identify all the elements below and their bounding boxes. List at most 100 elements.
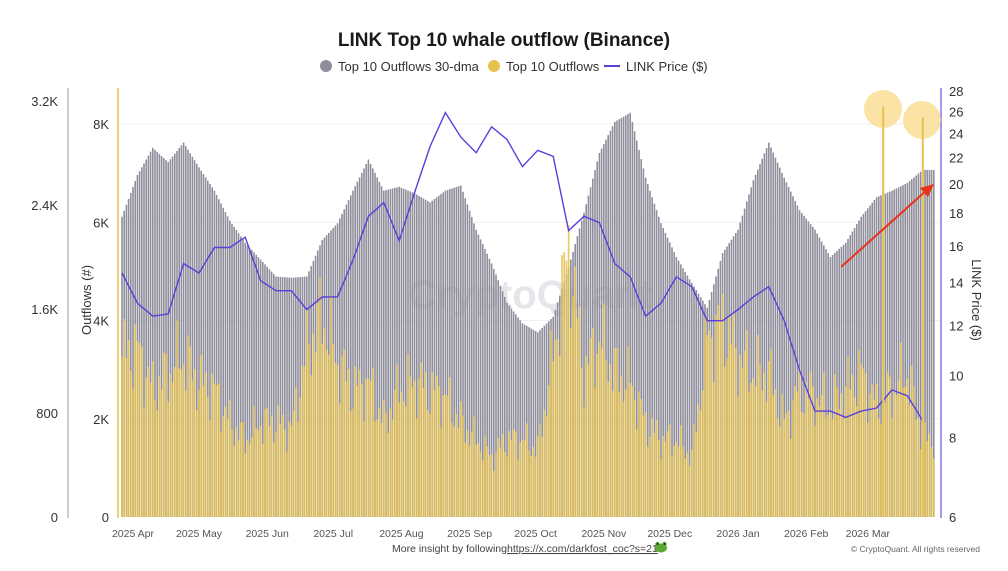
bar-30dma: [130, 192, 132, 517]
legend-item-price[interactable]: LINK Price ($): [604, 59, 708, 74]
bar-30dma: [424, 199, 427, 518]
bar-outflows: [424, 371, 427, 517]
bar-30dma: [772, 152, 774, 517]
bar-30dma: [629, 112, 631, 517]
bar-30dma: [235, 230, 238, 518]
bar-30dma: [292, 277, 295, 517]
left-y-tick-label: 8K: [93, 117, 109, 132]
bar-outflows: [154, 400, 156, 517]
bar-outflows: [200, 355, 202, 517]
bar-outflows: [237, 440, 240, 517]
bar-outflows: [455, 414, 458, 517]
bar-outflows: [402, 401, 405, 517]
bar-30dma: [611, 126, 614, 517]
bar-outflows: [438, 385, 440, 517]
outer-y-axis-ticks: 0 800 1.6K 2.4K 3.2K: [31, 94, 58, 525]
bar-30dma: [198, 167, 200, 518]
bar-30dma: [787, 186, 790, 517]
bar-30dma: [528, 327, 530, 517]
bar-30dma: [191, 156, 194, 517]
bar-outflows: [185, 390, 187, 517]
bar-30dma: [405, 189, 407, 518]
legend: Top 10 Outflows 30-dma Top 10 Outflows L…: [320, 59, 708, 74]
bar-outflows: [147, 367, 150, 517]
bar-30dma: [380, 186, 383, 517]
bar-outflows: [798, 366, 801, 517]
bar-30dma: [605, 139, 607, 517]
bar-30dma: [840, 246, 843, 518]
bar-30dma: [660, 223, 662, 517]
bar-30dma: [884, 193, 887, 517]
left-y-axis-ticks: 0 2K 4K 6K 8K: [93, 117, 109, 525]
bar-outflows: [807, 397, 810, 517]
bar-30dma: [926, 169, 928, 517]
outflow-peaks: [882, 106, 924, 518]
bar-outflows: [163, 352, 165, 517]
bar-outflows: [451, 422, 453, 517]
bar-outflows: [867, 422, 869, 517]
bar-30dma: [895, 188, 898, 517]
left-y-tick-label: 4K: [93, 314, 109, 329]
bar-outflows: [484, 435, 486, 517]
bar-outflows: [759, 364, 761, 517]
bar-outflows: [497, 438, 499, 517]
bar-30dma: [688, 279, 691, 517]
bar-outflows: [330, 296, 332, 517]
bar-30dma: [875, 197, 878, 517]
bar-30dma: [761, 158, 763, 517]
bar-30dma: [209, 184, 211, 517]
bar-outflows: [270, 416, 273, 517]
bar-outflows: [748, 391, 750, 517]
bar-30dma: [347, 199, 350, 517]
bar-outflows: [605, 360, 607, 517]
bar-outflows: [398, 402, 400, 517]
footer-link[interactable]: https://x.com/darkfost_coc?s=21: [507, 543, 658, 555]
bar-outflows: [389, 408, 392, 517]
bar-outflows: [222, 416, 224, 517]
x-axis-ticks: 2025 Apr 2025 May 2025 Jun 2025 Jul 2025 Aug…: [112, 528, 891, 540]
bar-outflows: [686, 452, 689, 517]
legend-item-30dma[interactable]: Top 10 Outflows 30-dma: [320, 59, 480, 74]
bar-outflows: [299, 397, 301, 517]
bar-30dma: [431, 200, 433, 517]
bar-outflows: [288, 421, 290, 517]
bar-outflows: [495, 452, 497, 517]
bar-30dma: [526, 325, 528, 517]
bar-30dma: [196, 163, 198, 517]
bar-outflows: [633, 399, 636, 517]
bar-30dma: [818, 237, 821, 517]
bar-30dma: [915, 175, 917, 517]
bar-outflows: [350, 411, 352, 517]
bar-outflows: [317, 303, 319, 517]
bar-30dma: [237, 233, 240, 517]
bar-outflows: [308, 344, 310, 517]
bar-outflows: [405, 405, 407, 517]
legend-item-outflows[interactable]: Top 10 Outflows: [488, 59, 600, 74]
legend-dot-yellow: [488, 60, 500, 72]
bar-30dma: [838, 248, 840, 518]
outer-y-tick-label: 2.4K: [31, 198, 58, 213]
bar-outflows: [794, 385, 796, 517]
x-tick-label: 2025 May: [176, 528, 223, 540]
bar-outflows: [647, 446, 649, 517]
bar-outflows: [477, 443, 480, 517]
bar-30dma: [805, 218, 807, 518]
bar-30dma: [506, 302, 508, 517]
bar-30dma: [418, 195, 420, 517]
bar-outflows: [290, 425, 293, 517]
bar-outflows: [702, 390, 704, 517]
bar-outflows: [413, 381, 416, 517]
bar-outflows: [743, 350, 746, 517]
bar-outflows: [746, 330, 748, 517]
bar-30dma: [231, 223, 233, 517]
bar-30dma: [537, 332, 539, 517]
bar-outflows: [860, 364, 862, 517]
trend-arrow: [840, 184, 934, 268]
bar-outflows: [229, 400, 231, 517]
bar-outflows: [534, 456, 537, 517]
bar-outflows: [218, 383, 220, 517]
bar-30dma: [596, 161, 598, 518]
bar-30dma: [699, 297, 702, 517]
bar-30dma: [407, 190, 409, 517]
bar-30dma: [438, 195, 440, 517]
